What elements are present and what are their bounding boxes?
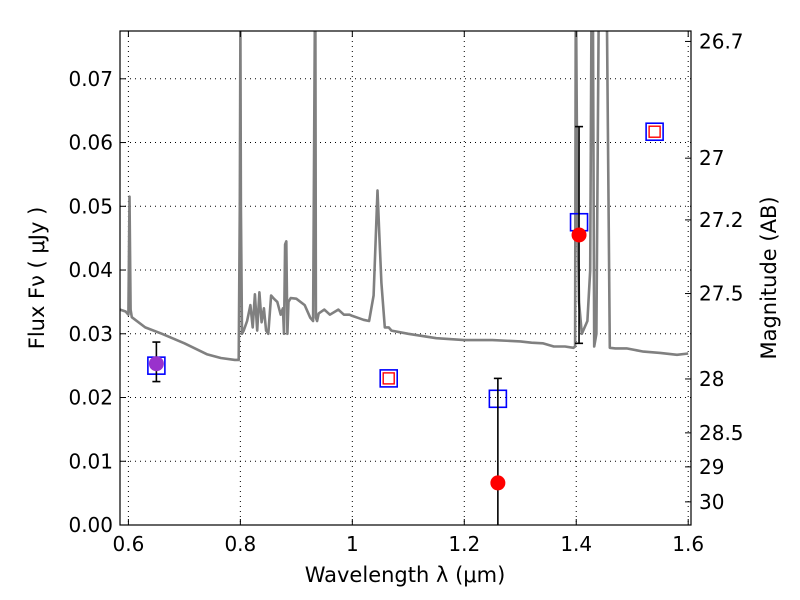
markers [147, 122, 664, 525]
x-tick-label: 1.6 [672, 532, 704, 556]
mag-tick-label: 28.5 [699, 421, 744, 445]
y-tick-label: 0.02 [68, 386, 113, 410]
plot-frame [119, 30, 692, 526]
spectrum-line [120, 31, 689, 362]
y-tick-label: 0.05 [68, 194, 113, 218]
y2-axis-label: Magnitude (AB) [757, 196, 781, 359]
model-square-marker [645, 122, 664, 142]
x-tick-label: 1 [346, 532, 359, 556]
grid [120, 31, 691, 525]
x-tick-label: 0.8 [224, 532, 256, 556]
observed-point-marker [571, 227, 587, 243]
inner-square-marker [648, 125, 661, 138]
model-square-marker [379, 369, 399, 388]
y-tick-label: 0.03 [68, 322, 113, 346]
inner-square-marker [382, 372, 395, 385]
mag-tick-label: 27.5 [699, 282, 744, 306]
mag-tick-label: 28 [699, 367, 724, 391]
ticks: 0.6 0.8 1 1.2 1.4 1.6 0.00 0.01 0.02 0.03 0.04 0.05… [68, 29, 743, 556]
mag-tick-label: 30 [699, 490, 724, 514]
observed-point-marker [148, 356, 164, 372]
x-tick-label: 1.4 [560, 532, 592, 556]
y-tick-label: 0.04 [68, 258, 113, 282]
mag-tick-label: 27 [699, 146, 724, 170]
y-tick-label: 0.07 [68, 67, 113, 91]
observed-point-marker [490, 475, 506, 491]
mag-tick-label: 26.7 [699, 29, 744, 53]
y-tick-label: 0.06 [68, 131, 113, 155]
y-tick-label: 0.00 [68, 513, 113, 537]
y-tick-label: 0.01 [68, 449, 113, 473]
x-tick-label: 1.2 [448, 532, 480, 556]
plot-area [120, 31, 689, 362]
x-tick-label: 0.6 [112, 532, 144, 556]
mag-tick-label: 29 [699, 455, 724, 479]
mag-tick-label: 27.2 [699, 208, 744, 232]
x-axis-label: Wavelength λ (μm) [305, 563, 506, 587]
y-axis-label: Flux Fν ( μJy ) [25, 207, 49, 350]
